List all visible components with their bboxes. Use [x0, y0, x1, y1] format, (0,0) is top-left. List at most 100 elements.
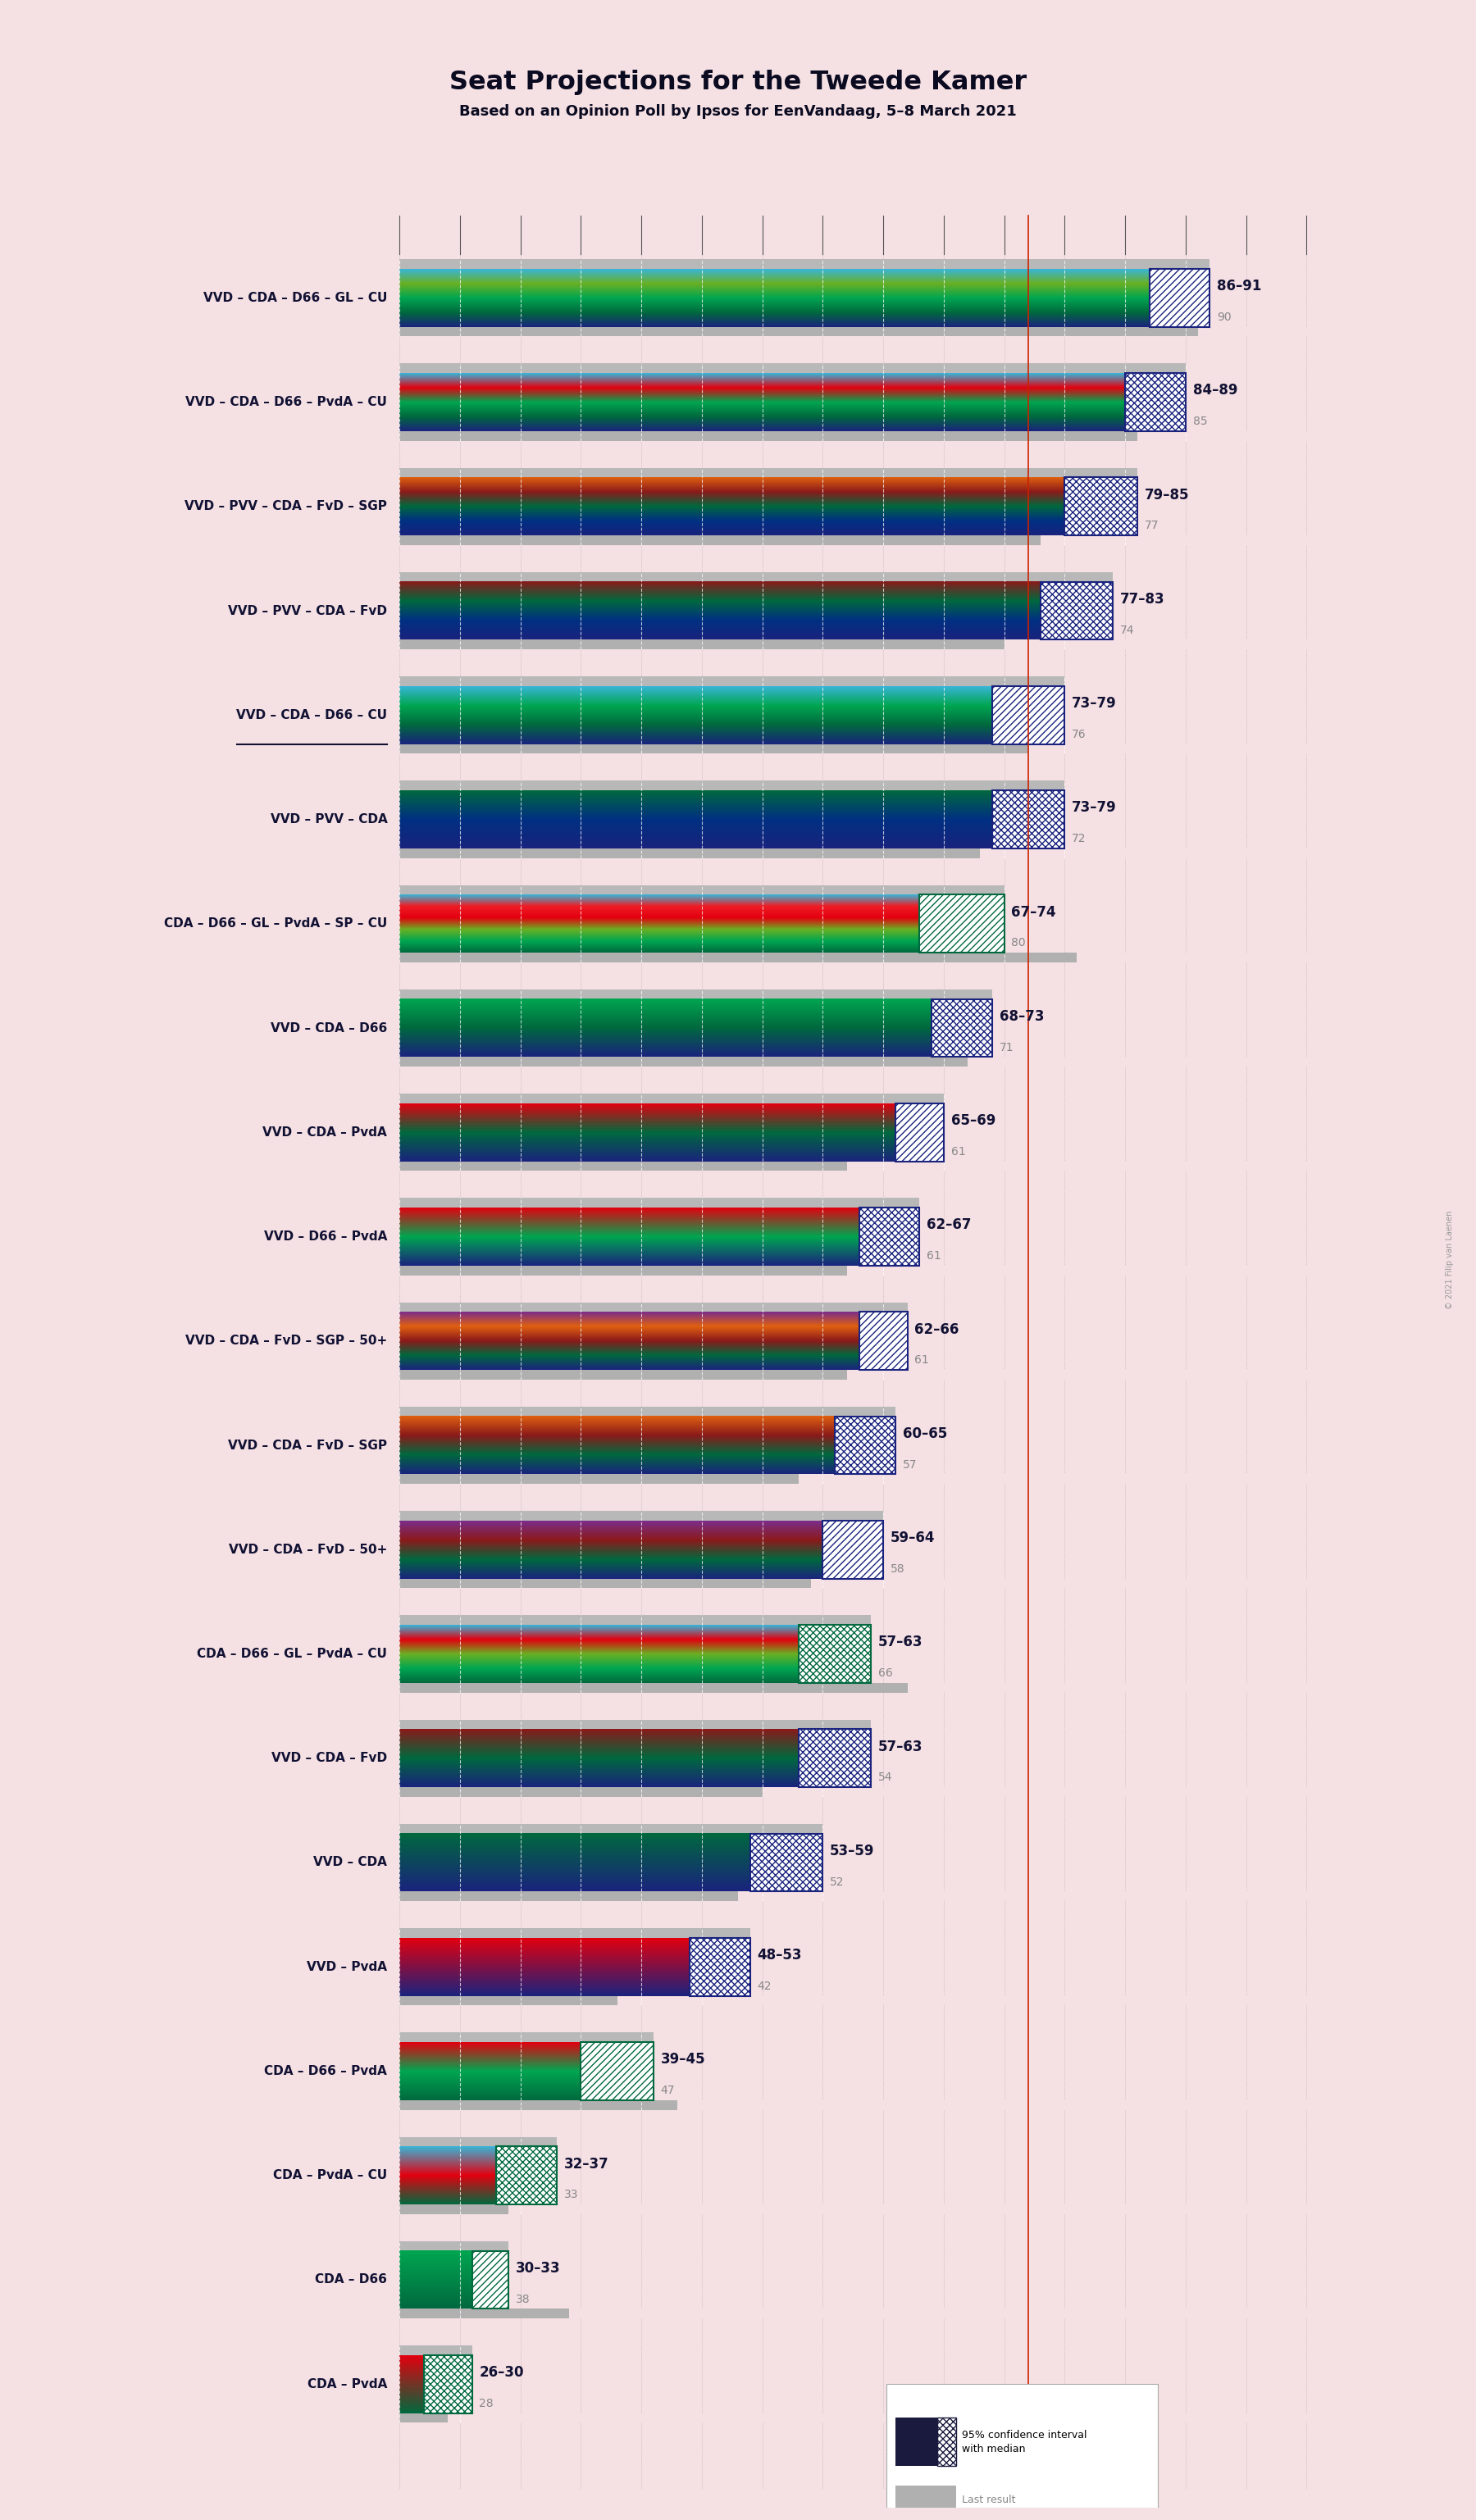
Text: 66: 66	[878, 1668, 893, 1678]
Text: 57: 57	[902, 1459, 917, 1469]
Text: 32–37: 32–37	[564, 2157, 608, 2172]
Bar	[400, 1265, 847, 1275]
Text: VVD – D66 – PvdA: VVD – D66 – PvdA	[264, 1230, 387, 1242]
Text: 58: 58	[890, 1562, 905, 1575]
Bar	[1125, 373, 1185, 431]
Bar	[400, 1162, 847, 1172]
Text: CDA – D66 – PvdA: CDA – D66 – PvdA	[264, 2064, 387, 2076]
Bar	[689, 1938, 750, 1996]
Text: VVD – CDA – D66: VVD – CDA – D66	[270, 1023, 387, 1033]
Bar	[400, 781, 1064, 791]
Bar	[400, 1303, 908, 1313]
Text: VVD – CDA – PvdA: VVD – CDA – PvdA	[263, 1126, 387, 1139]
Bar	[400, 1056, 1415, 1066]
Bar	[1041, 582, 1113, 640]
Text: 26–30: 26–30	[480, 2366, 524, 2379]
Bar	[400, 2099, 677, 2109]
Bar	[400, 1578, 810, 1588]
Bar	[400, 1265, 847, 1275]
Bar	[920, 895, 1004, 953]
Bar	[400, 572, 1113, 582]
Text: 47: 47	[661, 2084, 675, 2097]
Text: 84–89: 84–89	[1193, 383, 1237, 398]
Bar	[400, 675, 1064, 685]
Text: 57–63: 57–63	[878, 1739, 922, 1754]
Bar	[400, 849, 1415, 857]
Text: VVD – CDA – FvD: VVD – CDA – FvD	[272, 1751, 387, 1764]
Bar	[400, 990, 992, 998]
Bar	[835, 1416, 896, 1474]
Bar	[750, 1835, 822, 1893]
Bar	[400, 1787, 762, 1797]
Text: 61: 61	[915, 1356, 930, 1366]
Text: VVD – CDA: VVD – CDA	[313, 1857, 387, 1870]
Text: 86–91: 86–91	[1216, 280, 1262, 295]
Bar	[400, 1578, 1415, 1588]
Bar	[400, 1371, 847, 1378]
Text: 73–79: 73–79	[1072, 801, 1117, 814]
Bar	[400, 849, 980, 857]
Bar	[400, 1056, 968, 1066]
Text: 33: 33	[564, 2190, 579, 2200]
Bar	[400, 2099, 1415, 2109]
Bar	[400, 2137, 556, 2147]
Bar	[400, 743, 1029, 753]
Text: 65–69: 65–69	[951, 1114, 995, 1129]
Bar	[400, 1162, 847, 1172]
Text: 67–74: 67–74	[1011, 905, 1057, 920]
Text: VVD – CDA – FvD – SGP: VVD – CDA – FvD – SGP	[229, 1439, 387, 1452]
Bar	[937, 2417, 956, 2467]
Bar	[822, 1520, 883, 1578]
Bar	[400, 640, 1415, 650]
Bar	[472, 2250, 508, 2308]
Text: 77–83: 77–83	[1120, 592, 1165, 607]
Text: CDA – D66 – GL – PvdA – SP – CU: CDA – D66 – GL – PvdA – SP – CU	[164, 917, 387, 930]
Bar	[896, 1104, 943, 1162]
Text: 95% confidence interval
with median: 95% confidence interval with median	[962, 2429, 1086, 2454]
Text: 62–67: 62–67	[927, 1217, 971, 1232]
Bar	[400, 1996, 617, 2006]
Text: Based on an Opinion Poll by Ipsos for EenVandaag, 5–8 March 2021: Based on an Opinion Poll by Ipsos for Ee…	[459, 103, 1017, 118]
Text: 72: 72	[1072, 834, 1086, 844]
Bar	[400, 953, 1415, 963]
Bar	[400, 431, 1415, 441]
Text: 52: 52	[830, 1875, 844, 1887]
Bar	[400, 328, 1197, 338]
Text: 60–65: 60–65	[902, 1426, 948, 1441]
Bar	[400, 1928, 750, 1938]
Text: 79–85: 79–85	[1144, 486, 1190, 501]
Text: Last result: Last result	[962, 2495, 1015, 2505]
Text: 48–53: 48–53	[757, 1948, 801, 1963]
Bar	[400, 2414, 1415, 2422]
Text: VVD – CDA – D66 – CU: VVD – CDA – D66 – CU	[236, 708, 387, 721]
Bar	[400, 534, 1415, 544]
Bar	[400, 885, 1004, 895]
FancyBboxPatch shape	[887, 2384, 1157, 2520]
Bar	[400, 2099, 677, 2109]
Bar	[400, 2240, 508, 2250]
Text: 68–73: 68–73	[999, 1008, 1044, 1023]
Text: 61: 61	[927, 1250, 942, 1263]
Text: CDA – D66 – GL – PvdA – CU: CDA – D66 – GL – PvdA – CU	[198, 1648, 387, 1661]
Bar	[400, 1824, 822, 1835]
Text: 74: 74	[1120, 625, 1135, 635]
Bar	[896, 2485, 956, 2515]
Bar	[400, 1162, 1415, 1172]
Bar	[400, 1893, 738, 1900]
Text: VVD – CDA – FvD – SGP – 50+: VVD – CDA – FvD – SGP – 50+	[186, 1336, 387, 1348]
Text: 77: 77	[1144, 519, 1159, 532]
Bar	[400, 2034, 654, 2041]
Bar	[896, 2417, 956, 2467]
Bar	[400, 953, 1076, 963]
Text: CDA – PvdA – CU: CDA – PvdA – CU	[273, 2170, 387, 2182]
Bar	[400, 849, 980, 857]
Bar	[496, 2147, 556, 2205]
Text: VVD – CDA – D66 – GL – CU: VVD – CDA – D66 – GL – CU	[204, 292, 387, 305]
Bar	[400, 2308, 568, 2318]
Bar	[400, 1474, 799, 1484]
Bar	[400, 328, 1197, 338]
Bar	[400, 2414, 447, 2422]
Bar	[400, 2414, 447, 2422]
Text: VVD – CDA – FvD – 50+: VVD – CDA – FvD – 50+	[229, 1542, 387, 1555]
Text: 85: 85	[1193, 416, 1207, 428]
